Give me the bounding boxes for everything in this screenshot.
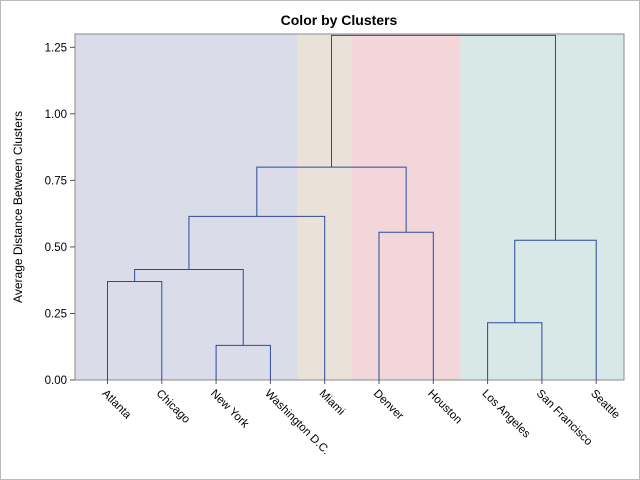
plot-border (74, 33, 625, 381)
leaf-labels: Atlanta Chicago New York Washington D.C.Mia… (99, 380, 622, 457)
leaf-label: Miami (317, 388, 347, 418)
y-tick-label: 0.00 (45, 375, 67, 387)
y-tick-label: 1.25 (45, 42, 67, 54)
chart-title: Color by Clusters (281, 12, 398, 28)
y-tick-label: 1.00 (45, 109, 67, 121)
leaf-label: Houston (425, 388, 464, 427)
dendrogram-links (107, 34, 597, 380)
y-axis-label: Average Distance Between Clusters (11, 111, 25, 303)
dendrogram-link-7 (487, 322, 543, 380)
y-tick-label: 0.50 (45, 242, 67, 254)
dendrogram-link-9 (330, 34, 556, 241)
leaf-label: New York (208, 388, 251, 431)
cluster-bands (74, 33, 625, 381)
y-tick-label: 0.75 (45, 175, 67, 187)
leaf-label: Chicago (154, 388, 192, 426)
y-axis: 0.00 0.25 0.50 0.75 1.00 1.25 (45, 42, 75, 387)
dendrogram-link-6 (256, 166, 407, 233)
leaf-label: Denver (371, 388, 406, 423)
leaf-label: Seattle (588, 388, 622, 422)
leaf-label: Los Angeles (479, 388, 532, 441)
dendrogram-link-5 (378, 231, 434, 380)
y-tick-label: 0.25 (45, 308, 67, 320)
leaf-label: San Francisco (534, 388, 594, 448)
cluster-band-1 (75, 34, 298, 380)
leaf-label: Atlanta (99, 388, 133, 422)
